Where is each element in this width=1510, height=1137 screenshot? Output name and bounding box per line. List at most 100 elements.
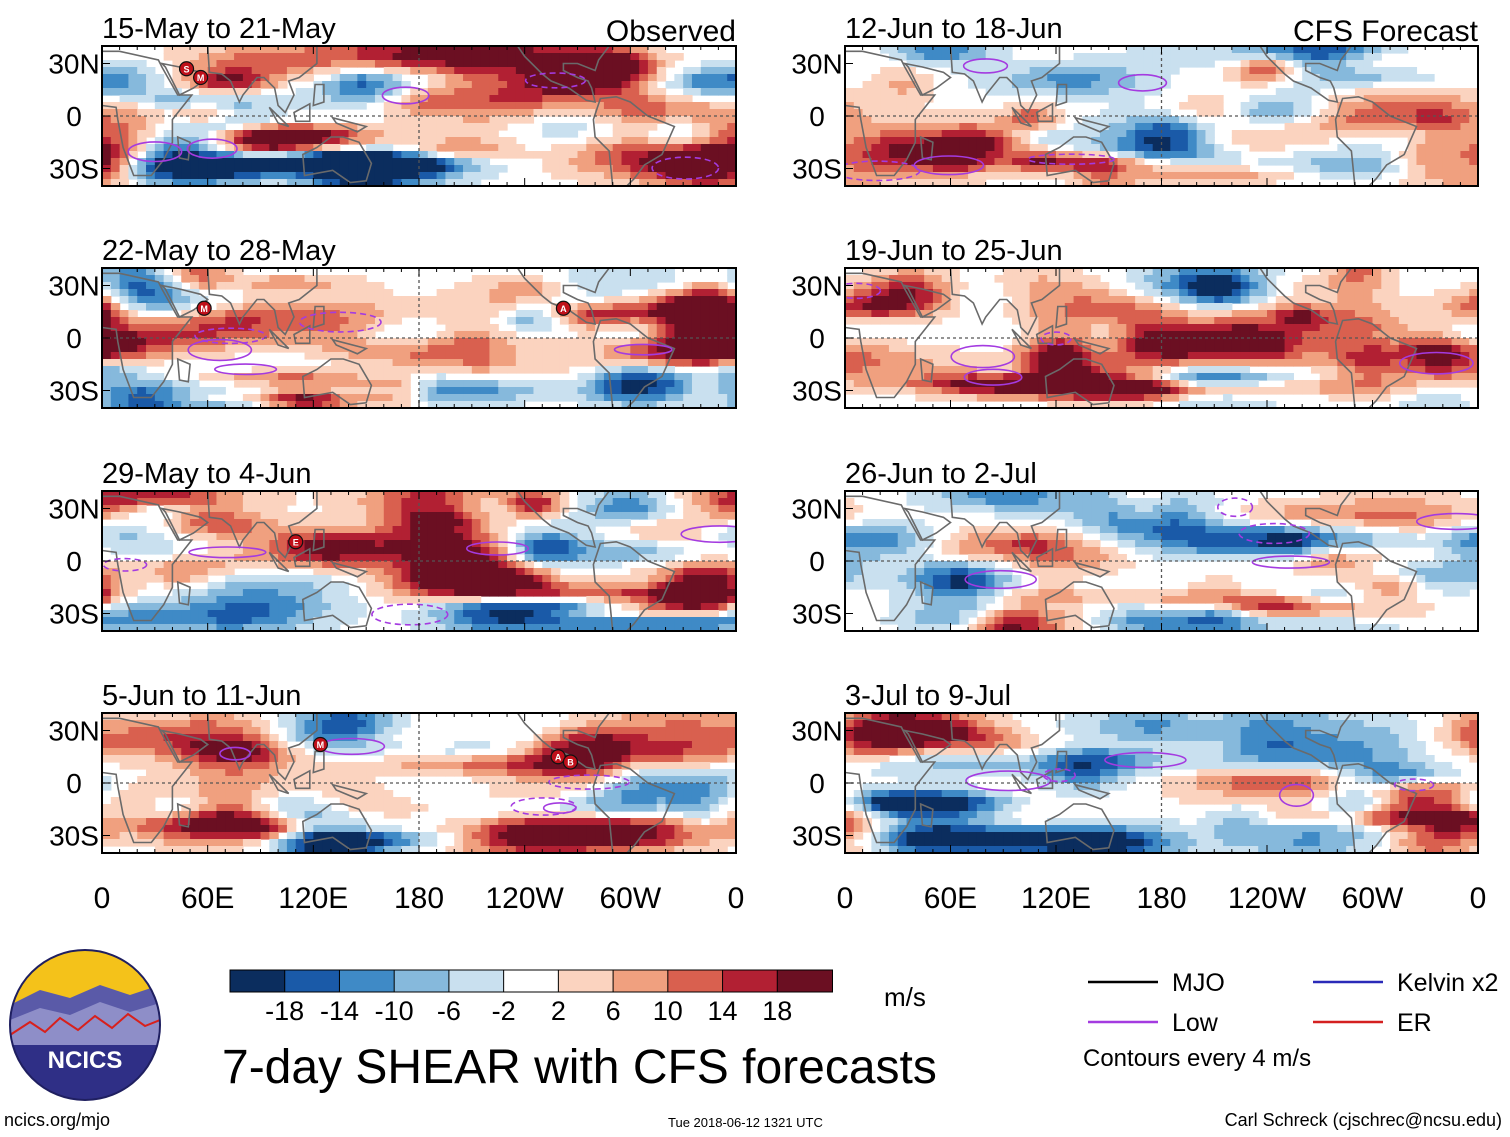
heatmap-cell	[251, 526, 262, 534]
heatmap-cell	[242, 401, 253, 408]
heatmap-cell	[330, 568, 341, 576]
heatmap-cell	[207, 53, 218, 61]
heatmap-cell	[577, 533, 587, 541]
heatmap-cell	[630, 617, 640, 625]
heatmap-cell	[498, 352, 508, 360]
heatmap-cell	[260, 832, 270, 840]
heatmap-cell	[348, 818, 358, 826]
heatmap-cell	[524, 366, 535, 374]
heatmap-cell	[304, 734, 314, 742]
heatmap-cell	[119, 109, 130, 117]
heatmap-cell	[119, 734, 130, 742]
heatmap-cell	[242, 81, 253, 89]
heatmap-cell	[190, 769, 200, 777]
heatmap-cell	[674, 102, 684, 110]
heatmap-cell	[374, 401, 385, 408]
heatmap-cell	[172, 60, 182, 68]
heatmap-cell	[639, 610, 649, 618]
heatmap-cell	[181, 81, 191, 89]
storm-letter: M	[197, 73, 205, 83]
heatmap-cell	[612, 116, 623, 124]
heatmap-cell	[419, 540, 429, 548]
heatmap-cell	[630, 275, 640, 283]
heatmap-cell	[110, 123, 121, 131]
heatmap-cell	[718, 296, 728, 304]
heatmap-cell	[718, 783, 728, 791]
heatmap-cell	[339, 596, 350, 604]
heatmap-cell	[154, 338, 165, 346]
heatmap-cell	[181, 46, 191, 54]
heatmap-cell	[313, 811, 323, 819]
heatmap-cell	[278, 505, 288, 513]
heatmap-cell	[313, 53, 323, 61]
heatmap-cell	[322, 296, 332, 304]
heatmap-cell	[471, 491, 482, 499]
heatmap-cell	[304, 804, 314, 812]
heatmap-cell	[436, 505, 447, 513]
heatmap-cell	[260, 137, 270, 145]
heatmap-cell	[471, 123, 482, 131]
heatmap-cell	[515, 338, 526, 346]
heatmap-cell	[480, 533, 491, 541]
heatmap-cell	[374, 554, 385, 562]
heatmap-cell	[427, 762, 438, 770]
heatmap-cell	[234, 137, 244, 145]
heatmap-cell	[542, 387, 552, 395]
low-contour	[187, 338, 253, 362]
heatmap-cell	[498, 394, 508, 402]
coastline	[301, 358, 373, 406]
heatmap-cell	[559, 345, 570, 353]
heatmap-cell	[401, 151, 411, 159]
heatmap-cell	[700, 811, 711, 819]
heatmap-cell	[154, 317, 165, 325]
heatmap-cell	[700, 610, 711, 618]
heatmap-cell	[463, 519, 473, 527]
heatmap-cell	[119, 610, 130, 618]
heatmap-cell	[304, 589, 314, 597]
heatmap-cell	[656, 116, 667, 124]
heatmap-cell	[260, 387, 270, 395]
heatmap-cell	[656, 324, 667, 332]
heatmap-cell	[366, 547, 376, 555]
heatmap-cell	[577, 505, 587, 513]
heatmap-cell	[102, 526, 112, 534]
heatmap-cell	[278, 741, 288, 749]
heatmap-cell	[357, 804, 367, 812]
heatmap-cell	[278, 582, 288, 590]
coastline	[516, 268, 611, 326]
heatmap-cell	[507, 561, 517, 569]
heatmap-cell	[595, 741, 605, 749]
heatmap-cell	[190, 338, 200, 346]
heatmap-cell	[207, 123, 218, 131]
heatmap-cell	[366, 589, 376, 597]
heatmap-cell	[339, 165, 350, 173]
heatmap-cell	[647, 624, 658, 631]
heatmap-cell	[709, 561, 719, 569]
heatmap-cell	[339, 769, 350, 777]
heatmap-cell	[630, 53, 640, 61]
heatmap-cell	[313, 144, 323, 152]
heatmap-cell	[630, 776, 640, 784]
heatmap-cell	[507, 282, 517, 290]
heatmap-cell	[198, 554, 209, 562]
heatmap-cell	[427, 60, 438, 68]
heatmap-cell	[683, 109, 693, 117]
heatmap-cell	[463, 596, 473, 604]
heatmap-cell	[242, 172, 253, 180]
heatmap-cell	[489, 561, 499, 569]
heatmap-cell	[489, 498, 499, 506]
heatmap-cell	[207, 275, 218, 283]
heatmap-cell	[595, 547, 605, 555]
heatmap-cell	[357, 289, 367, 297]
heatmap-cell	[146, 81, 156, 89]
heatmap-cell	[498, 74, 508, 82]
heatmap-cell	[665, 713, 675, 721]
heatmap-cell	[665, 617, 675, 625]
heatmap-cell	[471, 359, 482, 367]
heatmap-cell	[198, 123, 209, 131]
heatmap-cell	[295, 88, 306, 96]
heatmap-cell	[190, 575, 200, 583]
heatmap-cell	[427, 394, 438, 402]
heatmap-cell	[586, 303, 596, 311]
